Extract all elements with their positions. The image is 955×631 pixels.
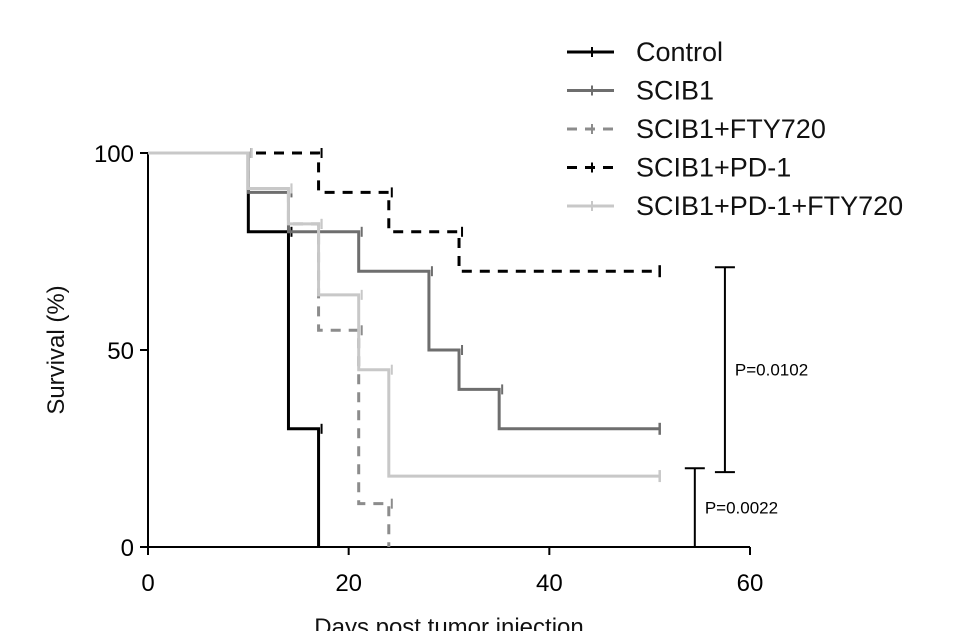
legend-label: SCIB1+PD-1 [636, 153, 791, 183]
series-4 [148, 148, 661, 483]
series-line [148, 151, 321, 547]
series-2 [148, 148, 393, 547]
x-tick-label: 60 [737, 570, 764, 597]
series-line [148, 151, 660, 273]
annotation-layer: P=0.0102 P=0.0022 [684, 266, 808, 548]
series-0 [148, 148, 323, 547]
legend-label: SCIB1+PD-1+FTY720 [636, 191, 903, 221]
series-line [148, 151, 660, 478]
legend-item-2: SCIB1+FTY720 [567, 114, 826, 144]
axes: 0 20 40 60 0 50 100 Days post tumor injection Su… [43, 141, 763, 631]
series-3 [148, 148, 661, 278]
y-tick-label: 100 [94, 141, 134, 168]
p-value-bracket-1: P=0.0022 [684, 467, 778, 548]
x-axis-title: Days post tumor injection [314, 614, 583, 631]
p-value-label: P=0.0102 [735, 361, 808, 380]
legend-label: SCIB1+FTY720 [636, 114, 826, 144]
legend-item-3: SCIB1+PD-1 [567, 153, 791, 183]
legend-item-0: Control [567, 37, 723, 67]
p-value-label: P=0.0022 [705, 499, 778, 518]
series-1 [148, 148, 661, 435]
series-layer [148, 148, 661, 547]
p-value-bracket-0: P=0.0102 [714, 266, 808, 474]
x-tick-label: 0 [141, 570, 154, 597]
legend-label: SCIB1 [636, 76, 714, 106]
legend-item-1: SCIB1 [567, 76, 714, 106]
y-tick-label: 0 [121, 535, 134, 562]
x-tick-label: 40 [536, 570, 563, 597]
series-line [148, 151, 391, 547]
legend-item-4: SCIB1+PD-1+FTY720 [567, 191, 903, 221]
legend-label: Control [636, 37, 723, 67]
y-axis-title: Survival (%) [43, 285, 70, 414]
x-tick-label: 20 [335, 570, 362, 597]
y-tick-label: 50 [107, 338, 134, 365]
series-line [148, 151, 660, 431]
legend: Control SCIB1 SCIB1+FTY720 SCIB1+PD-1 SCIB1+… [567, 37, 903, 221]
